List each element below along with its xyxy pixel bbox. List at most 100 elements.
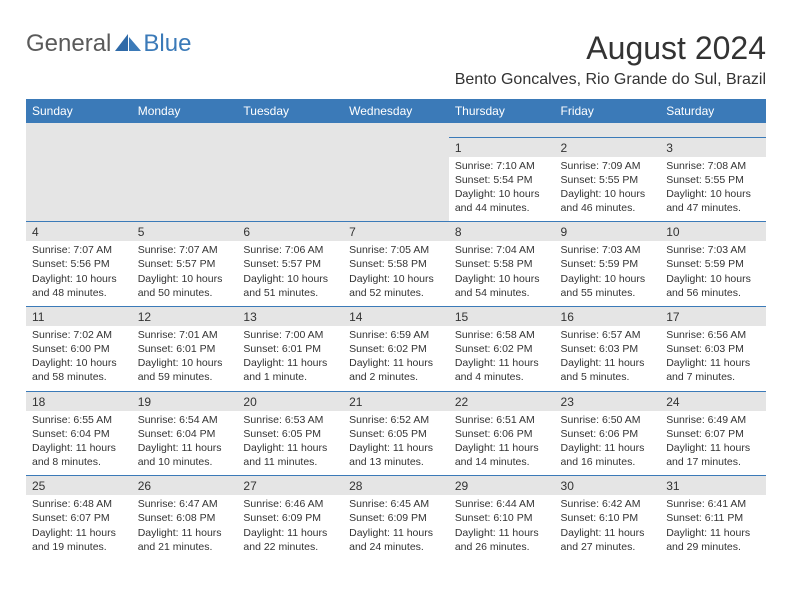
daylight-text: Daylight: 11 hours and 19 minutes. [32,526,126,554]
sunrise-text: Sunrise: 7:02 AM [32,328,126,342]
date-number-cell: 17 [660,306,766,326]
date-info-cell: Sunrise: 6:47 AMSunset: 6:08 PMDaylight:… [132,495,238,560]
date-info-cell [237,157,343,222]
sunset-text: Sunset: 5:54 PM [455,173,549,187]
date-info-cell: Sunrise: 6:54 AMSunset: 6:04 PMDaylight:… [132,411,238,476]
date-info-cell: Sunrise: 6:45 AMSunset: 6:09 PMDaylight:… [343,495,449,560]
date-info-cell: Sunrise: 6:46 AMSunset: 6:09 PMDaylight:… [237,495,343,560]
date-number-cell: 19 [132,391,238,411]
date-number-row: 25262728293031 [26,476,766,496]
date-info-row: Sunrise: 6:55 AMSunset: 6:04 PMDaylight:… [26,411,766,476]
date-number-cell: 7 [343,222,449,242]
date-number-cell [132,137,238,157]
daylight-text: Daylight: 11 hours and 29 minutes. [666,526,760,554]
sunrise-text: Sunrise: 7:03 AM [561,243,655,257]
sunset-text: Sunset: 6:10 PM [561,511,655,525]
daylight-text: Daylight: 10 hours and 48 minutes. [32,272,126,300]
date-number-cell: 21 [343,391,449,411]
date-info-cell: Sunrise: 6:53 AMSunset: 6:05 PMDaylight:… [237,411,343,476]
daylight-text: Daylight: 10 hours and 44 minutes. [455,187,549,215]
sunrise-text: Sunrise: 6:46 AM [243,497,337,511]
date-info-row: Sunrise: 6:48 AMSunset: 6:07 PMDaylight:… [26,495,766,560]
calendar-page: General Blue August 2024 Bento Goncalves… [0,0,792,560]
daylight-text: Daylight: 10 hours and 52 minutes. [349,272,443,300]
date-info-cell: Sunrise: 7:06 AMSunset: 5:57 PMDaylight:… [237,241,343,306]
sunrise-text: Sunrise: 6:56 AM [666,328,760,342]
sunrise-text: Sunrise: 6:52 AM [349,413,443,427]
calendar-table: Sunday Monday Tuesday Wednesday Thursday… [26,99,766,560]
daylight-text: Daylight: 11 hours and 22 minutes. [243,526,337,554]
date-number-cell: 22 [449,391,555,411]
sunrise-text: Sunrise: 6:45 AM [349,497,443,511]
date-number-cell: 18 [26,391,132,411]
date-number-row: 11121314151617 [26,306,766,326]
date-info-cell [343,157,449,222]
sunrise-text: Sunrise: 7:09 AM [561,159,655,173]
sunset-text: Sunset: 6:10 PM [455,511,549,525]
date-number-cell: 5 [132,222,238,242]
sunrise-text: Sunrise: 6:42 AM [561,497,655,511]
date-info-cell: Sunrise: 7:03 AMSunset: 5:59 PMDaylight:… [555,241,661,306]
date-info-cell: Sunrise: 7:08 AMSunset: 5:55 PMDaylight:… [660,157,766,222]
logo-text-general: General [26,30,111,58]
daylight-text: Daylight: 10 hours and 50 minutes. [138,272,232,300]
sunrise-text: Sunrise: 6:57 AM [561,328,655,342]
daylight-text: Daylight: 10 hours and 56 minutes. [666,272,760,300]
daylight-text: Daylight: 11 hours and 21 minutes. [138,526,232,554]
date-info-row: Sunrise: 7:02 AMSunset: 6:00 PMDaylight:… [26,326,766,391]
sunrise-text: Sunrise: 6:49 AM [666,413,760,427]
date-number-cell: 10 [660,222,766,242]
date-info-cell: Sunrise: 6:42 AMSunset: 6:10 PMDaylight:… [555,495,661,560]
weekday-header: Wednesday [343,99,449,123]
weekday-header: Sunday [26,99,132,123]
sunrise-text: Sunrise: 7:10 AM [455,159,549,173]
date-number-cell: 13 [237,306,343,326]
daylight-text: Daylight: 11 hours and 17 minutes. [666,441,760,469]
daylight-text: Daylight: 10 hours and 54 minutes. [455,272,549,300]
date-info-cell: Sunrise: 6:58 AMSunset: 6:02 PMDaylight:… [449,326,555,391]
date-info-cell: Sunrise: 6:51 AMSunset: 6:06 PMDaylight:… [449,411,555,476]
date-info-cell [26,157,132,222]
sunrise-text: Sunrise: 6:41 AM [666,497,760,511]
sunset-text: Sunset: 6:09 PM [243,511,337,525]
date-number-cell [237,137,343,157]
date-number-cell: 8 [449,222,555,242]
sunset-text: Sunset: 6:04 PM [32,427,126,441]
date-info-cell: Sunrise: 6:49 AMSunset: 6:07 PMDaylight:… [660,411,766,476]
date-info-cell: Sunrise: 6:52 AMSunset: 6:05 PMDaylight:… [343,411,449,476]
spacer-row [26,123,766,137]
sunrise-text: Sunrise: 7:03 AM [666,243,760,257]
sunset-text: Sunset: 6:05 PM [349,427,443,441]
logo-text-blue: Blue [143,30,191,58]
date-number-cell: 31 [660,476,766,496]
date-number-cell: 3 [660,137,766,157]
sunrise-text: Sunrise: 6:53 AM [243,413,337,427]
daylight-text: Daylight: 11 hours and 24 minutes. [349,526,443,554]
date-number-cell: 12 [132,306,238,326]
date-number-cell: 16 [555,306,661,326]
date-number-row: 18192021222324 [26,391,766,411]
sunrise-text: Sunrise: 6:47 AM [138,497,232,511]
sunset-text: Sunset: 6:08 PM [138,511,232,525]
sunrise-text: Sunrise: 6:51 AM [455,413,549,427]
sunset-text: Sunset: 6:07 PM [666,427,760,441]
sunset-text: Sunset: 5:57 PM [243,257,337,271]
sunrise-text: Sunrise: 6:54 AM [138,413,232,427]
date-info-cell: Sunrise: 7:07 AMSunset: 5:57 PMDaylight:… [132,241,238,306]
title-block: August 2024 Bento Goncalves, Rio Grande … [455,30,766,89]
date-info-cell: Sunrise: 7:05 AMSunset: 5:58 PMDaylight:… [343,241,449,306]
sunset-text: Sunset: 5:55 PM [561,173,655,187]
daylight-text: Daylight: 10 hours and 55 minutes. [561,272,655,300]
date-number-cell: 14 [343,306,449,326]
daylight-text: Daylight: 11 hours and 2 minutes. [349,356,443,384]
date-info-cell: Sunrise: 6:56 AMSunset: 6:03 PMDaylight:… [660,326,766,391]
sunrise-text: Sunrise: 7:05 AM [349,243,443,257]
date-info-cell: Sunrise: 7:02 AMSunset: 6:00 PMDaylight:… [26,326,132,391]
date-info-cell: Sunrise: 7:03 AMSunset: 5:59 PMDaylight:… [660,241,766,306]
date-number-cell: 27 [237,476,343,496]
date-info-cell: Sunrise: 7:10 AMSunset: 5:54 PMDaylight:… [449,157,555,222]
weekday-header-row: Sunday Monday Tuesday Wednesday Thursday… [26,99,766,123]
date-number-cell: 24 [660,391,766,411]
sunrise-text: Sunrise: 7:04 AM [455,243,549,257]
sunset-text: Sunset: 6:01 PM [138,342,232,356]
